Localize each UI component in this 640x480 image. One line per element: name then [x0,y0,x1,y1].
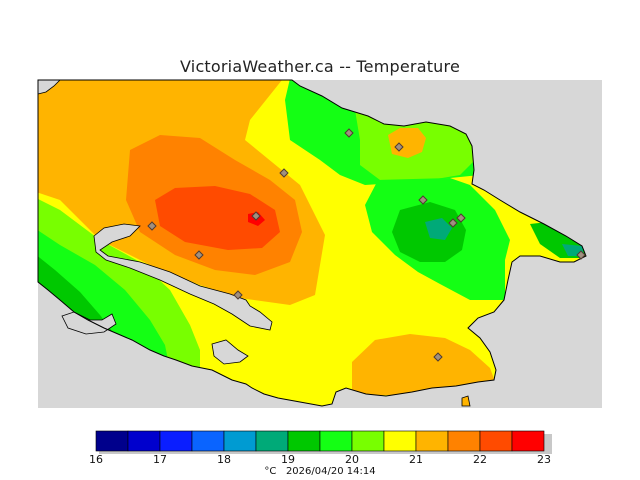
station-marker[interactable] [251,211,261,221]
legend-color-cell [511,430,545,452]
station-marker[interactable] [194,250,204,260]
station-marker[interactable] [448,218,458,228]
unit-label: °C [264,466,277,477]
legend-color-cell [287,430,321,452]
legend-color-cell [447,430,481,452]
water-inlets [37,79,273,365]
legend-color-cell [191,430,225,452]
island-outline [461,395,471,407]
color-legend-bar [95,430,552,454]
legend-color-cell [223,430,257,452]
map-title: VictoriaWeather.ca -- Temperature [180,57,460,76]
legend-color-cell [319,430,353,452]
legend-color-cell [159,430,193,452]
station-marker[interactable] [576,250,586,260]
legend-color-cell [127,430,161,452]
legend-color-cell [479,430,513,452]
station-marker[interactable] [233,290,243,300]
station-marker[interactable] [418,195,428,205]
legend-color-cell [351,430,385,452]
station-markers [147,128,586,362]
legend-color-cell [415,430,449,452]
station-marker[interactable] [344,128,354,138]
timestamp: 2026/04/20 14:14 [285,466,376,477]
station-marker[interactable] [279,168,289,178]
legend-caption: °C 2026/04/20 14:14 [0,466,640,477]
legend-color-cell [95,430,129,452]
station-marker[interactable] [394,142,404,152]
legend-color-cell [383,430,417,452]
station-marker[interactable] [433,352,443,362]
station-marker[interactable] [456,213,466,223]
station-marker[interactable] [147,221,157,231]
legend-color-cell [255,430,289,452]
